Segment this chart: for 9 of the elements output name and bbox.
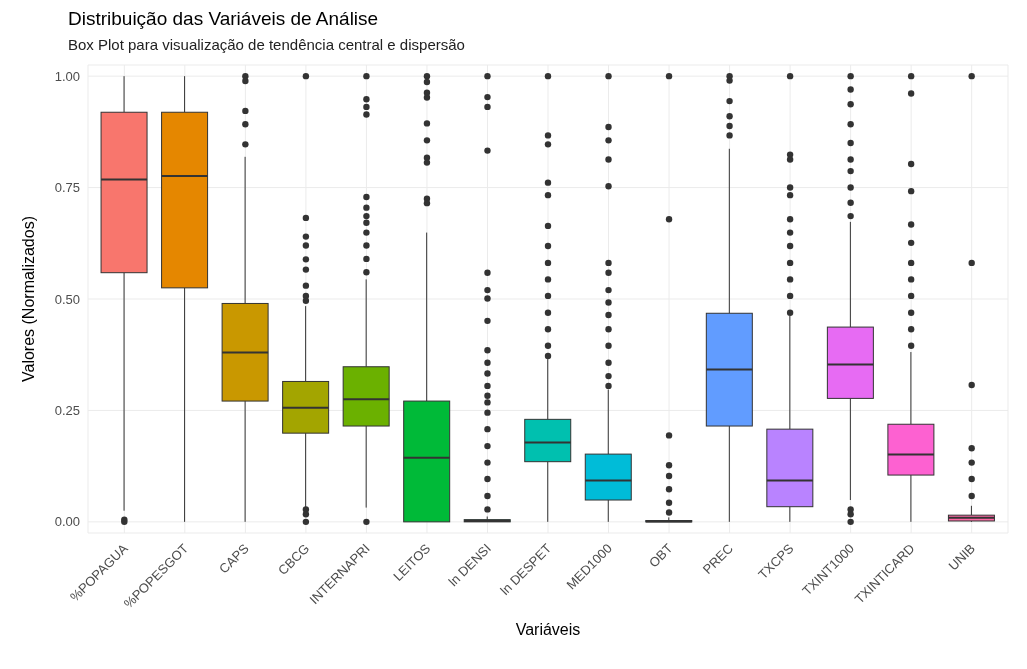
chart-subtitle: Box Plot para visualização de tendência central e dispersão <box>68 36 466 53</box>
y-tick-label: 0.00 <box>54 514 80 530</box>
chart-title: Distribuição das Variáveis de Análise <box>68 8 380 30</box>
y-tick-label: 0.25 <box>54 403 80 419</box>
y-tick-label: 0.50 <box>54 291 80 307</box>
y-axis-title: Valores (Normalizados) <box>19 216 37 382</box>
y-tick-label: 1.00 <box>54 68 80 84</box>
x-axis-title: Variáveis <box>515 621 581 638</box>
y-tick-label: 0.75 <box>54 180 80 196</box>
